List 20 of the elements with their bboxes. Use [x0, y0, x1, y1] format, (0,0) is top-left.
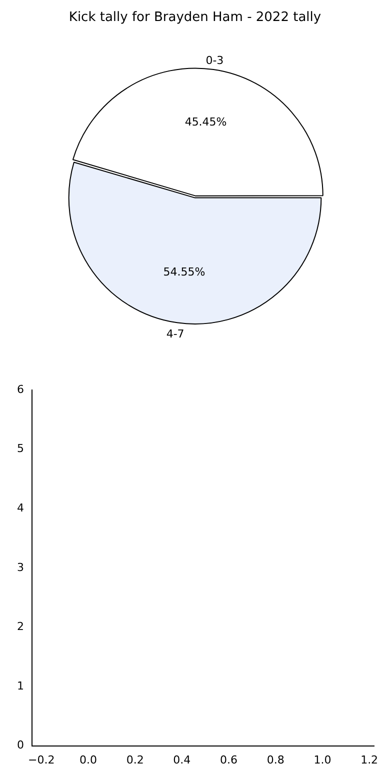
x-tick-label: −0.2: [28, 753, 55, 766]
slice-label: 0-3: [206, 54, 224, 67]
x-tick-label: 0.8: [266, 753, 284, 766]
data-label: 45.45%: [184, 116, 227, 129]
y-tick-label: 3: [17, 560, 24, 574]
x-tick-label: 0.0: [79, 753, 97, 766]
chart-title: Kick tally for Brayden Ham - 2022 tally: [68, 10, 322, 26]
y-tick-label: 1: [17, 679, 24, 692]
x-tick-label: 1.2: [360, 753, 378, 766]
y-tick-label: 0: [17, 738, 24, 752]
data-label: 54.55%: [163, 266, 206, 279]
x-tick-label: 0.2: [126, 753, 144, 766]
x-tick-label: 1.0: [314, 753, 332, 766]
y-tick-label: 6: [17, 382, 24, 396]
x-tick-label: 0.4: [173, 753, 191, 766]
y-tick-label: 5: [17, 442, 24, 456]
y-tick-label: 4: [17, 501, 24, 514]
x-tick-label: 0.6: [220, 753, 238, 766]
y-tick-label: 2: [17, 620, 24, 634]
slice-label: 4-7: [166, 327, 184, 340]
